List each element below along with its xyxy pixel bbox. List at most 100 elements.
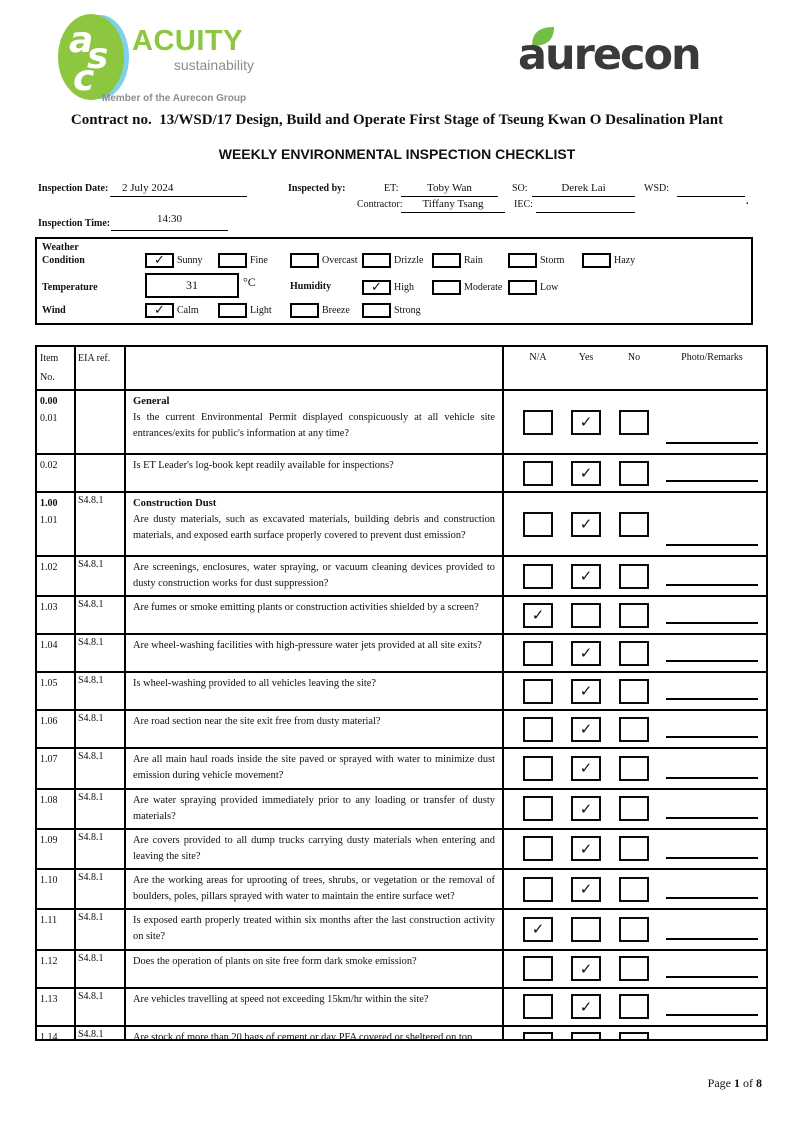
na-checkbox[interactable]: ✓ (523, 755, 553, 781)
et-field[interactable]: Toby Wan (401, 181, 498, 197)
na-checkbox[interactable]: ✓ (523, 409, 553, 435)
na-checkbox[interactable]: ✓ (523, 511, 553, 537)
no-checkbox[interactable]: ✓ (619, 755, 649, 781)
storm-checkbox[interactable]: ✓ (508, 252, 537, 268)
inspection-time-field[interactable]: 14:30 (111, 210, 228, 231)
wsd-field[interactable] (677, 181, 745, 197)
yes-checkbox[interactable]: ✓ (571, 640, 601, 666)
sunny-checkbox[interactable]: ✓ (145, 252, 174, 268)
overcast-checkbox[interactable]: ✓ (290, 252, 319, 268)
question-text: Are water spraying provided immediately … (133, 794, 495, 822)
so-field[interactable]: Derek Lai (532, 181, 635, 197)
remarks-line[interactable] (666, 441, 758, 444)
yes-checkbox[interactable]: ✓ (571, 836, 601, 862)
remarks-line[interactable] (666, 937, 758, 940)
yes-checkbox[interactable]: ✓ (571, 755, 601, 781)
remarks-line[interactable] (666, 1013, 758, 1016)
na-checkbox[interactable]: ✓ (523, 956, 553, 981)
na-checkbox[interactable]: ✓ (523, 678, 553, 704)
remarks-line[interactable] (666, 776, 758, 779)
no-checkbox[interactable]: ✓ (619, 876, 649, 902)
no-checkbox[interactable]: ✓ (619, 511, 649, 537)
yes-checkbox[interactable]: ✓ (571, 876, 601, 902)
calm-checkbox[interactable]: ✓ (145, 302, 174, 318)
no-checkbox[interactable]: ✓ (619, 640, 649, 666)
na-checkbox[interactable]: ✓ (523, 716, 553, 742)
no-checkbox[interactable]: ✓ (619, 678, 649, 704)
na-checkbox[interactable]: ✓ (523, 916, 553, 942)
na-checkbox[interactable]: ✓ (523, 836, 553, 862)
remarks-line[interactable] (666, 697, 758, 701)
wind-option-breeze[interactable]: ✓ Breeze (290, 302, 350, 318)
wind-option-light[interactable]: ✓ Light (218, 302, 272, 318)
remarks-line[interactable] (666, 543, 758, 546)
wind-option-calm[interactable]: ✓ Calm (145, 302, 199, 318)
no-checkbox[interactable]: ✓ (619, 836, 649, 862)
no-checkbox[interactable]: ✓ (619, 916, 649, 942)
yes-checkbox[interactable]: ✓ (571, 409, 601, 435)
iec-field[interactable] (536, 197, 635, 213)
no-checkbox[interactable]: ✓ (619, 563, 649, 589)
temperature-field[interactable]: 31 (145, 273, 239, 298)
remarks-line[interactable] (666, 659, 758, 663)
remarks-line[interactable] (666, 856, 758, 859)
weather-option-hazy[interactable]: ✓ Hazy (582, 252, 635, 268)
hazy-checkbox[interactable]: ✓ (582, 252, 611, 268)
moderate-checkbox[interactable]: ✓ (432, 279, 461, 295)
no-checkbox[interactable]: ✓ (619, 956, 649, 981)
no-checkbox[interactable]: ✓ (619, 1032, 649, 1039)
remarks-line[interactable] (666, 975, 758, 978)
weather-option-rain[interactable]: ✓ Rain (432, 252, 483, 268)
yes-checkbox[interactable]: ✓ (571, 511, 601, 537)
yes-checkbox[interactable]: ✓ (571, 716, 601, 742)
weather-option-sunny[interactable]: ✓ Sunny (145, 252, 203, 268)
no-checkbox[interactable]: ✓ (619, 994, 649, 1019)
remarks-line[interactable] (666, 896, 758, 900)
remarks-line[interactable] (666, 479, 758, 482)
humidity-option-moderate[interactable]: ✓ Moderate (432, 279, 502, 295)
breeze-checkbox[interactable]: ✓ (290, 302, 319, 318)
na-checkbox[interactable]: ✓ (523, 640, 553, 666)
na-checkbox[interactable]: ✓ (523, 563, 553, 589)
yes-checkbox[interactable]: ✓ (571, 563, 601, 589)
yes-checkbox[interactable]: ✓ (571, 602, 601, 628)
rain-checkbox[interactable]: ✓ (432, 252, 461, 268)
na-checkbox[interactable]: ✓ (523, 460, 553, 486)
humidity-option-high[interactable]: ✓ High (362, 279, 414, 295)
strong-checkbox[interactable]: ✓ (362, 302, 391, 318)
light-checkbox[interactable]: ✓ (218, 302, 247, 318)
na-checkbox[interactable]: ✓ (523, 602, 553, 628)
weather-option-fine[interactable]: ✓ Fine (218, 252, 268, 268)
remarks-line[interactable] (666, 621, 758, 625)
yes-checkbox[interactable]: ✓ (571, 994, 601, 1019)
humidity-option-low[interactable]: ✓ Low (508, 279, 558, 295)
no-checkbox[interactable]: ✓ (619, 460, 649, 486)
yes-checkbox[interactable]: ✓ (571, 678, 601, 704)
remarks-line[interactable] (666, 583, 758, 587)
no-checkbox[interactable]: ✓ (619, 409, 649, 435)
remarks-line[interactable] (666, 735, 758, 739)
yes-checkbox[interactable]: ✓ (571, 956, 601, 981)
high-checkbox[interactable]: ✓ (362, 279, 391, 295)
inspection-date-field[interactable]: 2 July 2024 (110, 181, 247, 197)
no-checkbox[interactable]: ✓ (619, 796, 649, 822)
na-checkbox[interactable]: ✓ (523, 994, 553, 1019)
na-checkbox[interactable]: ✓ (523, 796, 553, 822)
weather-option-drizzle[interactable]: ✓ Drizzle (362, 252, 423, 268)
na-checkbox[interactable]: ✓ (523, 1032, 553, 1039)
no-checkbox[interactable]: ✓ (619, 716, 649, 742)
yes-checkbox[interactable]: ✓ (571, 460, 601, 486)
low-checkbox[interactable]: ✓ (508, 279, 537, 295)
remarks-line[interactable] (666, 816, 758, 819)
weather-option-overcast[interactable]: ✓ Overcast (290, 252, 358, 268)
yes-checkbox[interactable]: ✓ (571, 796, 601, 822)
contractor-field[interactable]: Tiffany Tsang (401, 197, 505, 213)
fine-checkbox[interactable]: ✓ (218, 252, 247, 268)
na-checkbox[interactable]: ✓ (523, 876, 553, 902)
no-checkbox[interactable]: ✓ (619, 602, 649, 628)
weather-option-storm[interactable]: ✓ Storm (508, 252, 564, 268)
drizzle-checkbox[interactable]: ✓ (362, 252, 391, 268)
yes-checkbox[interactable]: ✓ (571, 1032, 601, 1039)
yes-checkbox[interactable]: ✓ (571, 916, 601, 942)
wind-option-strong[interactable]: ✓ Strong (362, 302, 421, 318)
